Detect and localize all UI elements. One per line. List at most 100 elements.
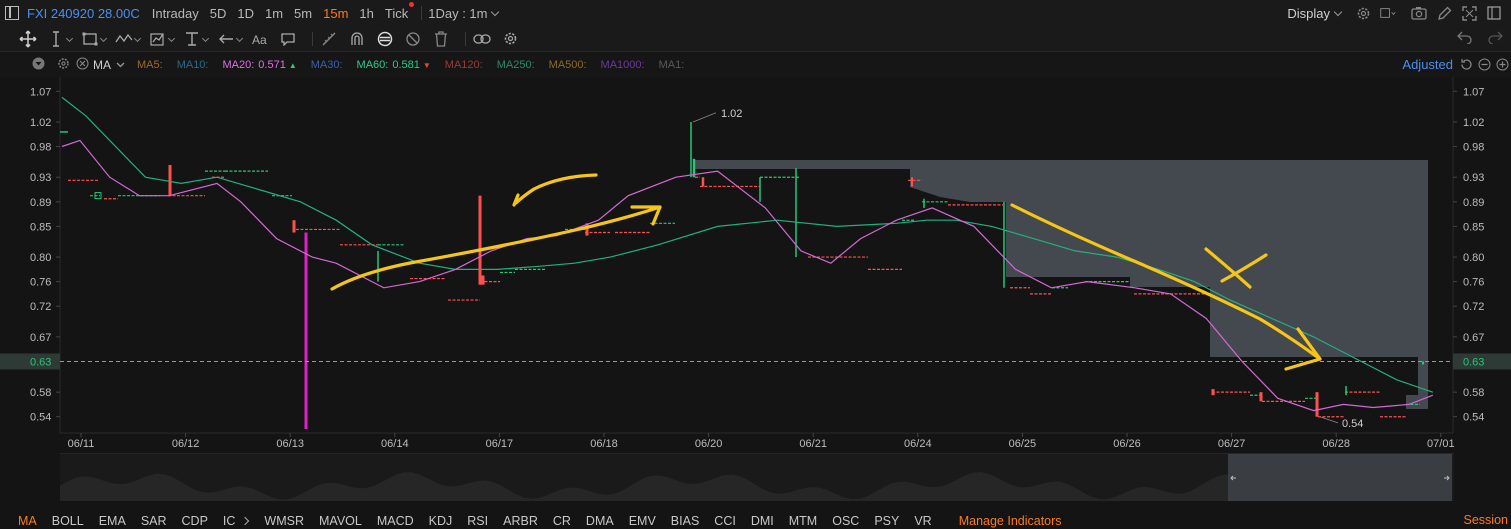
indicator-kdj[interactable]: KDJ	[428, 513, 453, 528]
fullscreen-icon[interactable]	[1461, 5, 1477, 21]
x-tick-label: 06/11	[68, 438, 95, 450]
navigator-right-handle-icon[interactable]	[1444, 475, 1450, 481]
ma-item[interactable]: MA30:	[311, 59, 343, 71]
pattern-tool-icon[interactable]	[114, 30, 134, 48]
timeframe-1d[interactable]: 1D	[237, 5, 254, 21]
candle	[1211, 389, 1215, 396]
indicator-ic[interactable]: IC	[222, 513, 236, 528]
indicator-dma[interactable]: DMA	[585, 513, 614, 528]
ma-item[interactable]: MA10:	[177, 59, 209, 71]
indicator-ma[interactable]: MA	[18, 513, 37, 528]
indicator-dmi[interactable]: DMI	[750, 513, 774, 528]
chevron-down-icon[interactable]	[116, 59, 125, 71]
layout-icon[interactable]	[1380, 6, 1396, 20]
indicator-rsi[interactable]: RSI	[467, 513, 489, 528]
ma-item[interactable]: MA60: 0.581 ▼	[357, 59, 431, 71]
indicator-psy[interactable]: PSY	[874, 513, 900, 528]
chart-canvas[interactable]: 1.07 1.02 0.98 0.93 0.89 0.85 0.80 0.76 0.72 0.67…	[0, 77, 1511, 452]
ma-label: MA10:	[176, 59, 209, 71]
rectangle-tool-icon[interactable]	[80, 30, 100, 48]
chart-pattern-icon[interactable]	[148, 30, 168, 48]
trash-icon[interactable]	[431, 30, 451, 48]
hide-drawings-icon[interactable]	[403, 30, 423, 48]
ma-item[interactable]: MA120:	[445, 59, 483, 71]
ruler-icon[interactable]	[319, 30, 339, 48]
reset-icon[interactable]	[1460, 58, 1473, 74]
indicator-mtm[interactable]: MTM	[788, 513, 818, 528]
lock-drawings-icon[interactable]	[375, 30, 395, 48]
text-tool-icon[interactable]: Aa	[250, 30, 270, 48]
indicator-bias[interactable]: BIAS	[670, 513, 700, 528]
x-tick-label: 06/21	[799, 438, 827, 450]
manage-indicators-link[interactable]: Manage Indicators	[958, 513, 1062, 528]
ma-label: MA120:	[444, 59, 483, 71]
timeframe-5m[interactable]: 5m	[294, 5, 313, 21]
indicator-cci[interactable]: CCI	[714, 513, 736, 528]
ma-item[interactable]: MA1000:	[601, 59, 645, 71]
timeframe-15m[interactable]: 15m	[323, 5, 349, 21]
indicator-emv[interactable]: EMV	[628, 513, 656, 528]
adjusted-toggle[interactable]: Adjusted	[1402, 57, 1453, 72]
drawing-settings-icon[interactable]	[500, 30, 520, 48]
indicator-mavol[interactable]: MAVOL	[319, 513, 362, 528]
link-icon[interactable]	[472, 30, 492, 48]
timeframe-tick[interactable]: Tick	[384, 1, 415, 21]
indicator-bar: MA BOLL EMA SAR CDP IC WMSR MAVOL MACD KDJ R…	[0, 512, 1511, 529]
sidebar-toggle-icon[interactable]	[5, 6, 19, 20]
timeframe-1h[interactable]: 1h	[359, 5, 374, 21]
annotation-stroke	[630, 205, 662, 226]
indicator-osc[interactable]: OSC	[832, 513, 860, 528]
ma-item[interactable]: MA1:	[659, 59, 685, 71]
navigator-left-handle-icon[interactable]	[1230, 475, 1236, 481]
candle	[292, 220, 296, 233]
indicator-ema[interactable]: EMA	[98, 513, 126, 528]
time-navigator[interactable]	[60, 453, 1454, 501]
timeframe-intraday[interactable]: Intraday	[151, 5, 199, 21]
y-tick-label: 0.76	[1463, 277, 1484, 289]
low-leader	[1319, 416, 1339, 424]
ma-item[interactable]: MA20: 0.571 ▲	[222, 59, 296, 71]
window-icon[interactable]	[1486, 6, 1502, 20]
arrow-tool-icon[interactable]	[216, 30, 236, 48]
indicator-cr[interactable]: CR	[552, 513, 571, 528]
camera-icon[interactable]	[1411, 6, 1427, 20]
ma-item[interactable]: MA5:	[137, 59, 163, 71]
range-selector[interactable]: 1Day : 1m	[428, 6, 500, 21]
settings-gear-icon[interactable]	[1355, 6, 1371, 20]
cursor-tool-icon[interactable]	[46, 30, 66, 48]
session-button[interactable]: Session	[1463, 513, 1508, 527]
indicator-boll[interactable]: BOLL	[51, 513, 84, 528]
indicator-arbr[interactable]: ARBR	[503, 513, 538, 528]
collapse-icon[interactable]	[32, 57, 45, 73]
timeframe-1m[interactable]: 1m	[264, 5, 284, 21]
ma-item[interactable]: MA250:	[497, 59, 535, 71]
indicator-wmsr[interactable]: WMSR	[264, 513, 304, 528]
ma-item[interactable]: MA500:	[549, 59, 587, 71]
minimize-icon[interactable]	[1478, 58, 1491, 74]
symbol-title[interactable]: FXI 240920 28.00C	[27, 5, 140, 21]
current-price-label: 0.63	[30, 356, 51, 368]
add-icon[interactable]	[1496, 58, 1509, 74]
indicator-close-icon[interactable]	[76, 57, 89, 73]
timeframe-5d[interactable]: 5D	[209, 5, 227, 21]
indicator-name[interactable]: MA	[93, 58, 111, 72]
pen-icon[interactable]	[1436, 6, 1452, 20]
fibonacci-tool-icon[interactable]	[182, 30, 202, 48]
navigator-canvas[interactable]	[60, 454, 1454, 502]
undo-icon[interactable]	[1457, 30, 1473, 49]
navigator-window[interactable]	[1228, 454, 1452, 501]
move-crosshair-icon[interactable]	[18, 30, 38, 48]
indicator-vr[interactable]: VR	[914, 513, 932, 528]
chevron-right-icon[interactable]	[241, 516, 250, 525]
ma20-line	[61, 139, 1434, 412]
indicator-cdp[interactable]: CDP	[181, 513, 208, 528]
indicator-macd[interactable]: MACD	[376, 513, 414, 528]
indicator-settings-icon[interactable]	[57, 57, 70, 73]
display-button[interactable]: Display	[1287, 6, 1343, 21]
indicator-sar[interactable]: SAR	[140, 513, 167, 528]
redo-icon[interactable]	[1487, 30, 1503, 49]
price-chart[interactable]: 1.07 1.02 0.98 0.93 0.89 0.85 0.80 0.76 0.72 0.67…	[0, 77, 1511, 452]
comment-tool-icon[interactable]	[278, 30, 298, 48]
magnet-icon[interactable]	[347, 30, 367, 48]
chevron-down-icon	[1333, 7, 1343, 16]
